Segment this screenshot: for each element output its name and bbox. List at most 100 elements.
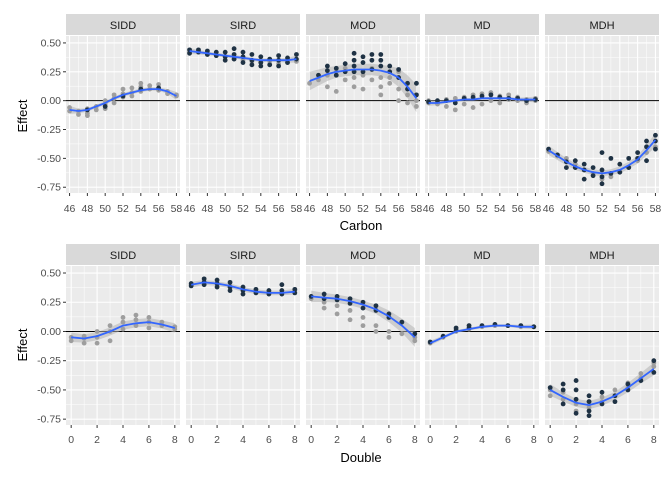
x-tick-label: 48 xyxy=(322,203,334,215)
data-point-grey xyxy=(129,85,135,91)
data-point-dark xyxy=(187,50,192,56)
y-tick-label: 0.50 xyxy=(41,268,62,280)
panel-md: MD 0 2 4 6 8 xyxy=(425,244,539,446)
data-point-dark xyxy=(399,319,405,325)
data-point-dark xyxy=(324,68,330,74)
x-tick-label: 4 xyxy=(479,434,485,446)
data-point-dark xyxy=(347,296,353,302)
data-point-dark xyxy=(644,138,649,144)
data-point-dark xyxy=(573,378,579,383)
facet-strip-label: MDH xyxy=(589,250,614,262)
panel-mod: MOD 0 2 4 6 8 xyxy=(306,244,420,446)
x-tick-label: 54 xyxy=(614,203,626,215)
panel-mdh: MDH 0 2 4 6 8 xyxy=(545,244,659,446)
x-tick-label: 56 xyxy=(393,203,405,215)
data-point-grey xyxy=(378,92,384,98)
data-point-grey xyxy=(399,331,405,337)
data-point-grey xyxy=(146,315,152,320)
data-point-dark xyxy=(581,161,587,167)
data-point-dark xyxy=(590,165,596,171)
data-point-dark xyxy=(249,52,255,57)
data-point-grey xyxy=(369,77,375,83)
x-tick-label: 2 xyxy=(214,434,220,446)
x-tick-label: 56 xyxy=(632,203,644,215)
facet-strip xyxy=(425,14,539,35)
x-tick-label: 54 xyxy=(255,203,267,215)
x-tick-label: 6 xyxy=(625,434,631,446)
facet-strip xyxy=(425,244,539,265)
smooth-fit-line xyxy=(191,281,295,294)
data-point-dark xyxy=(651,369,657,375)
data-point-dark xyxy=(351,69,357,75)
data-point-dark xyxy=(214,277,220,283)
x-tick-label: 48 xyxy=(561,203,573,215)
x-tick-label: 56 xyxy=(512,203,524,215)
data-point-grey xyxy=(506,92,512,98)
data-point-dark xyxy=(351,50,357,56)
data-point-dark xyxy=(360,60,366,65)
x-tick-label: 50 xyxy=(339,203,351,215)
panel-mod: MOD 46 48 50 52 54 56 58 xyxy=(304,14,422,215)
data-point-dark xyxy=(378,63,384,69)
data-point-dark xyxy=(378,52,384,57)
facet-strip-label: MOD xyxy=(350,20,376,32)
data-point-grey xyxy=(321,305,327,311)
facet-strip-label: MOD xyxy=(350,250,376,262)
smooth-fit-line xyxy=(549,368,655,406)
data-point-grey xyxy=(414,104,419,109)
data-point-dark xyxy=(599,174,605,180)
y-axis-title: Effect xyxy=(15,99,30,132)
data-point-dark xyxy=(547,385,553,390)
x-tick-label: 46 xyxy=(64,203,76,215)
data-point-dark xyxy=(563,165,569,171)
x-tick-label: 52 xyxy=(237,203,249,215)
x-tick-label: 56 xyxy=(153,203,165,215)
data-point-grey xyxy=(111,92,117,98)
data-point-grey xyxy=(159,319,165,325)
x-tick-label: 2 xyxy=(334,434,340,446)
data-point-dark xyxy=(414,80,419,86)
data-point-dark xyxy=(369,52,375,57)
x-tick-label: 52 xyxy=(357,203,369,215)
x-tick-label: 58 xyxy=(171,203,183,215)
data-point-dark xyxy=(599,167,605,173)
data-point-grey xyxy=(156,82,162,87)
data-point-grey xyxy=(351,84,357,90)
facet-strip-label: MD xyxy=(473,250,490,262)
data-point-dark xyxy=(342,61,348,67)
y-tick-label: 0.00 xyxy=(41,95,62,107)
data-point-dark xyxy=(204,48,210,54)
x-tick-label: 50 xyxy=(578,203,590,215)
x-tick-label: 50 xyxy=(99,203,111,215)
data-point-grey xyxy=(452,107,458,113)
data-point-grey xyxy=(107,323,113,329)
chart-row-1: 0.50 0.25 0.00 -0.25 -0.50 -0.75 Effect Carbon S… xyxy=(15,14,661,233)
data-point-grey xyxy=(547,393,553,399)
data-point-dark xyxy=(373,303,379,309)
data-point-grey xyxy=(452,95,458,101)
facet-strip-label: SIDD xyxy=(110,20,136,32)
x-tick-label: 4 xyxy=(599,434,605,446)
data-point-dark xyxy=(231,46,237,52)
data-point-dark xyxy=(590,173,596,179)
facet-strip xyxy=(66,14,180,35)
data-point-grey xyxy=(387,75,393,80)
data-point-grey xyxy=(334,303,340,309)
data-point-grey xyxy=(333,89,339,94)
x-tick-label: 54 xyxy=(375,203,387,215)
data-point-dark xyxy=(231,56,237,62)
x-tick-label: 8 xyxy=(172,434,178,446)
data-point-grey xyxy=(93,107,99,113)
chart-row-2: 0.50 0.25 0.00 -0.25 -0.50 -0.75 Effect Double S… xyxy=(15,244,659,465)
data-point-grey xyxy=(360,72,366,78)
data-point-grey xyxy=(347,308,353,313)
data-point-dark xyxy=(572,158,578,164)
facet-strip xyxy=(545,244,659,265)
data-point-dark xyxy=(324,63,330,69)
data-point-dark xyxy=(333,72,339,78)
smooth-fit-line xyxy=(69,88,177,112)
facet-strip-label: SIRD xyxy=(230,20,256,32)
data-point-grey xyxy=(612,387,618,393)
data-point-dark xyxy=(625,381,631,387)
data-point-dark xyxy=(285,55,290,61)
